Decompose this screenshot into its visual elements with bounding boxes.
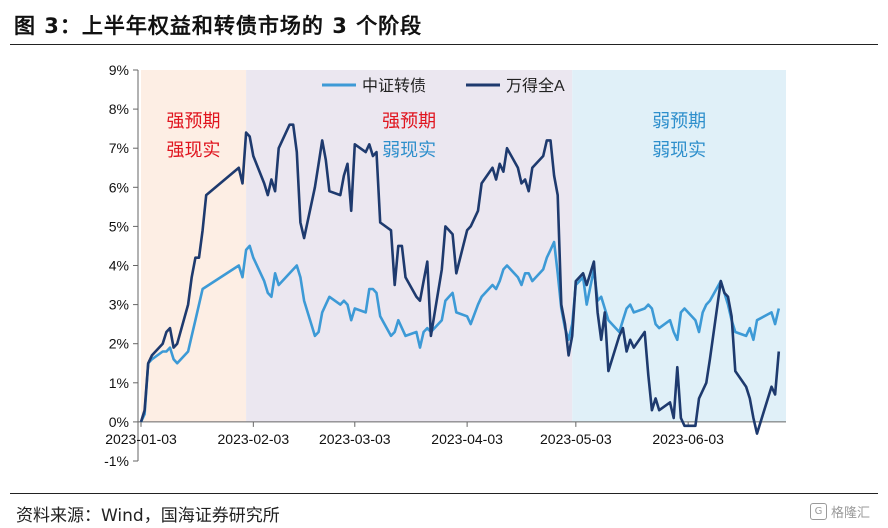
x-tick-label: 2023-04-03	[431, 431, 503, 447]
series-line-convertible-bond	[139, 240, 781, 423]
y-tick-label: -1%	[104, 453, 129, 469]
y-tick-label: 1%	[109, 375, 129, 391]
y-tick-label: 7%	[109, 140, 129, 156]
phase-label-2-line2: 弱现实	[382, 140, 436, 160]
y-tick-label: 3%	[109, 297, 129, 313]
figure-title: 图 3：上半年权益和转债市场的 3 个阶段	[14, 14, 423, 38]
y-tick-label: 0%	[109, 414, 129, 430]
x-tick-label: 2023-05-03	[540, 431, 612, 447]
y-tick-label: 2%	[109, 336, 129, 352]
series-lines	[139, 123, 781, 435]
y-tick-label: 5%	[109, 218, 129, 234]
chart-axes: 9% 8% 7% 6% 5% 4% 3% 2% 1% 0% -1% 2023-01-03 2023-02…	[104, 62, 786, 469]
x-tick-label: 2023-02-03	[218, 431, 290, 447]
phase-band-1	[141, 70, 247, 422]
watermark-text: 格隆汇	[830, 506, 870, 521]
y-tick-label: 4%	[109, 258, 129, 274]
y-tick-label: 9%	[109, 62, 129, 78]
source-divider	[10, 493, 878, 494]
series-line-wind-all-a	[139, 123, 781, 435]
phase-label-1-line1: 强预期	[167, 111, 221, 131]
x-tick-label: 2023-06-03	[652, 431, 724, 447]
y-tick-label: 8%	[109, 101, 129, 117]
x-tick-label: 2023-01-03	[105, 431, 177, 447]
legend-label: 中证转债	[362, 77, 426, 95]
y-tick-label: 6%	[109, 179, 129, 195]
watermark: G 格隆汇	[809, 502, 870, 521]
phase-label-3-line1: 弱预期	[652, 111, 706, 131]
legend-label: 万得全A	[506, 77, 565, 95]
x-tick-label: 2023-03-03	[319, 431, 391, 447]
source-note: 资料来源：Wind，国海证券研究所	[16, 506, 280, 526]
watermark-logo-icon: G	[809, 503, 827, 520]
title-divider	[10, 44, 878, 45]
phase-band-2	[246, 70, 573, 422]
chart-legend: 中证转债 万得全A	[322, 77, 565, 95]
phase-label-3-line2: 弱现实	[652, 140, 706, 160]
phase-label-2-line1: 强预期	[382, 111, 436, 131]
phase-label-1-line2: 强现实	[167, 140, 221, 160]
